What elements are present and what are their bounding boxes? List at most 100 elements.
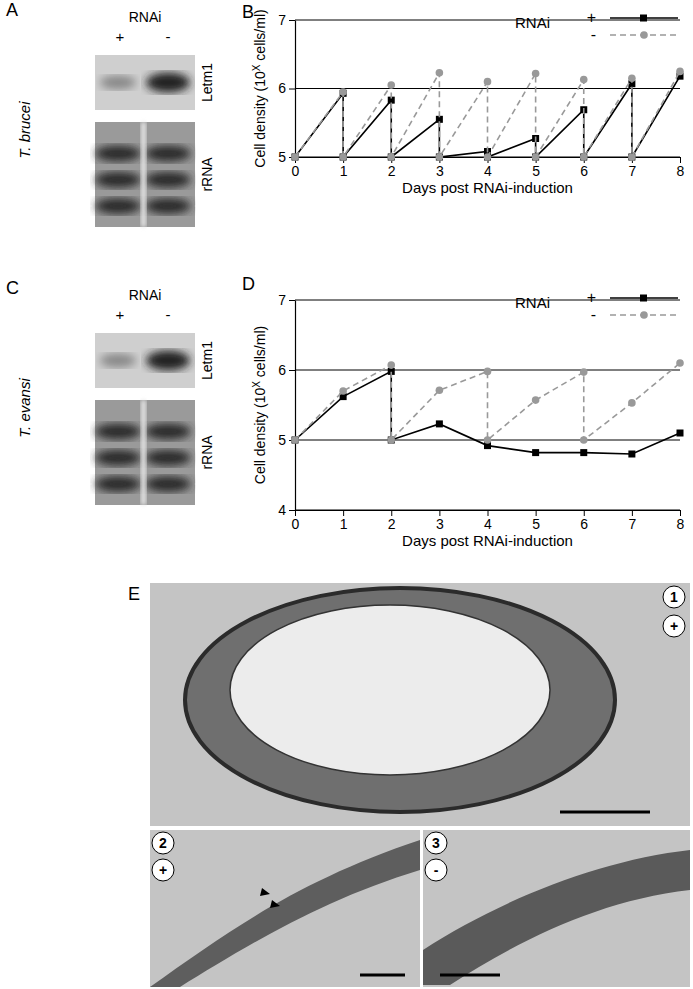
- scale-bar: [560, 811, 650, 814]
- y-axis-title-part: Cell density (10: [252, 388, 268, 485]
- data-point: [484, 78, 492, 86]
- data-point: [339, 153, 347, 161]
- y-tick: 6: [278, 362, 295, 378]
- y-tick-mark: [289, 510, 295, 511]
- blot-band: [145, 146, 191, 162]
- badge-label: -: [434, 862, 439, 878]
- panel-label: C: [6, 278, 19, 298]
- data-point: [532, 396, 540, 404]
- x-tick-label: 3: [436, 163, 444, 179]
- y-axis-title: Cell density (10X cells/ml): [251, 9, 269, 167]
- data-point: [580, 368, 588, 376]
- species-label: T. brucei: [16, 101, 33, 159]
- data-point: [484, 153, 492, 161]
- data-point: [388, 437, 395, 444]
- y-tick-mark: [289, 20, 295, 21]
- figure: B012345678567Days post RNAi-inductionCel…: [0, 0, 693, 989]
- blot-header: RNAi: [129, 9, 162, 25]
- badge-label: +: [670, 618, 678, 634]
- legend-label: +: [587, 289, 596, 306]
- y-axis-title-part: cells/ml): [252, 326, 268, 381]
- badge-label: 1: [670, 589, 678, 605]
- plot-area: [291, 359, 684, 457]
- y-tick: 4: [278, 502, 295, 518]
- data-point: [388, 154, 395, 161]
- data-point: [532, 70, 540, 78]
- blot-band: [95, 198, 141, 214]
- blot-image: [95, 122, 195, 227]
- data-point: [291, 436, 299, 444]
- em-background: [423, 830, 690, 987]
- arrowheads: [260, 888, 280, 908]
- data-point: [339, 387, 347, 395]
- x-tick: 7: [628, 510, 636, 532]
- x-tick-label: 0: [292, 163, 300, 179]
- y-tick: 7: [278, 292, 295, 308]
- series-line: [295, 363, 680, 440]
- badge-circle: [663, 586, 685, 608]
- species-label: T. evansi: [16, 378, 33, 438]
- grid: [295, 20, 680, 157]
- x-axis-title: Days post RNAi-induction: [402, 532, 573, 549]
- data-point: [292, 154, 299, 161]
- y-tick-label: 5: [278, 432, 286, 448]
- x-axis: 012345678: [292, 510, 685, 532]
- x-tick-label: 4: [484, 163, 492, 179]
- x-tick-label: 6: [580, 516, 588, 532]
- blot-image: [95, 333, 195, 388]
- x-tick-label: 1: [340, 163, 348, 179]
- data-point: [291, 153, 299, 161]
- x-tick: 8: [677, 157, 685, 179]
- x-tick-label: 8: [677, 516, 685, 532]
- badge-label: +: [159, 862, 167, 878]
- blot-band: [145, 198, 191, 214]
- image-badge: +: [152, 859, 174, 881]
- blot-band: [100, 354, 136, 368]
- lane-gap: [141, 122, 146, 227]
- lane-label: -: [166, 28, 171, 45]
- blot-band: [145, 476, 191, 492]
- x-tick-label: 1: [340, 516, 348, 532]
- y-axis-line: [295, 21, 296, 158]
- lane-label: +: [116, 306, 125, 323]
- badge-circle: [425, 832, 447, 854]
- x-tick: 1: [340, 510, 348, 532]
- blot-band: [100, 76, 136, 90]
- y-tick-label: 7: [278, 292, 286, 308]
- y-tick-mark: [289, 370, 295, 371]
- y-axis: 4 5 6 7: [278, 292, 295, 518]
- x-tick-label: 5: [532, 516, 540, 532]
- blot-band: [95, 172, 141, 188]
- data-point: [628, 451, 635, 458]
- legend: RNAi+-: [515, 9, 678, 43]
- data-point: [436, 154, 443, 161]
- x-tick-label: 0: [292, 516, 300, 532]
- data-point: [580, 76, 588, 84]
- blot-band: [95, 450, 141, 466]
- legend-label: +: [587, 9, 596, 26]
- legend-item: -: [591, 26, 678, 43]
- em-background: [150, 830, 420, 987]
- badge-circle: [152, 859, 174, 881]
- x-tick: 2: [388, 510, 396, 532]
- data-point: [628, 153, 636, 161]
- lane-gap: [141, 400, 146, 505]
- x-tick: 8: [677, 510, 685, 532]
- data-point: [532, 449, 539, 456]
- data-point: [387, 81, 395, 89]
- legend-label: -: [591, 26, 596, 43]
- data-point: [387, 436, 395, 444]
- y-axis: 567: [278, 12, 295, 165]
- data-point: [484, 368, 492, 376]
- x-tick-label: 7: [628, 163, 636, 179]
- data-point: [677, 430, 684, 437]
- data-point: [387, 361, 395, 369]
- data-point: [628, 399, 636, 407]
- blot-band: [146, 351, 190, 371]
- legend-label: -: [591, 306, 596, 323]
- em-image: [150, 830, 420, 987]
- x-tick: 5: [532, 510, 540, 532]
- em-panel: E1+2+3-: [128, 583, 690, 987]
- image-badge: +: [663, 615, 685, 637]
- x-tick: 3: [436, 510, 444, 532]
